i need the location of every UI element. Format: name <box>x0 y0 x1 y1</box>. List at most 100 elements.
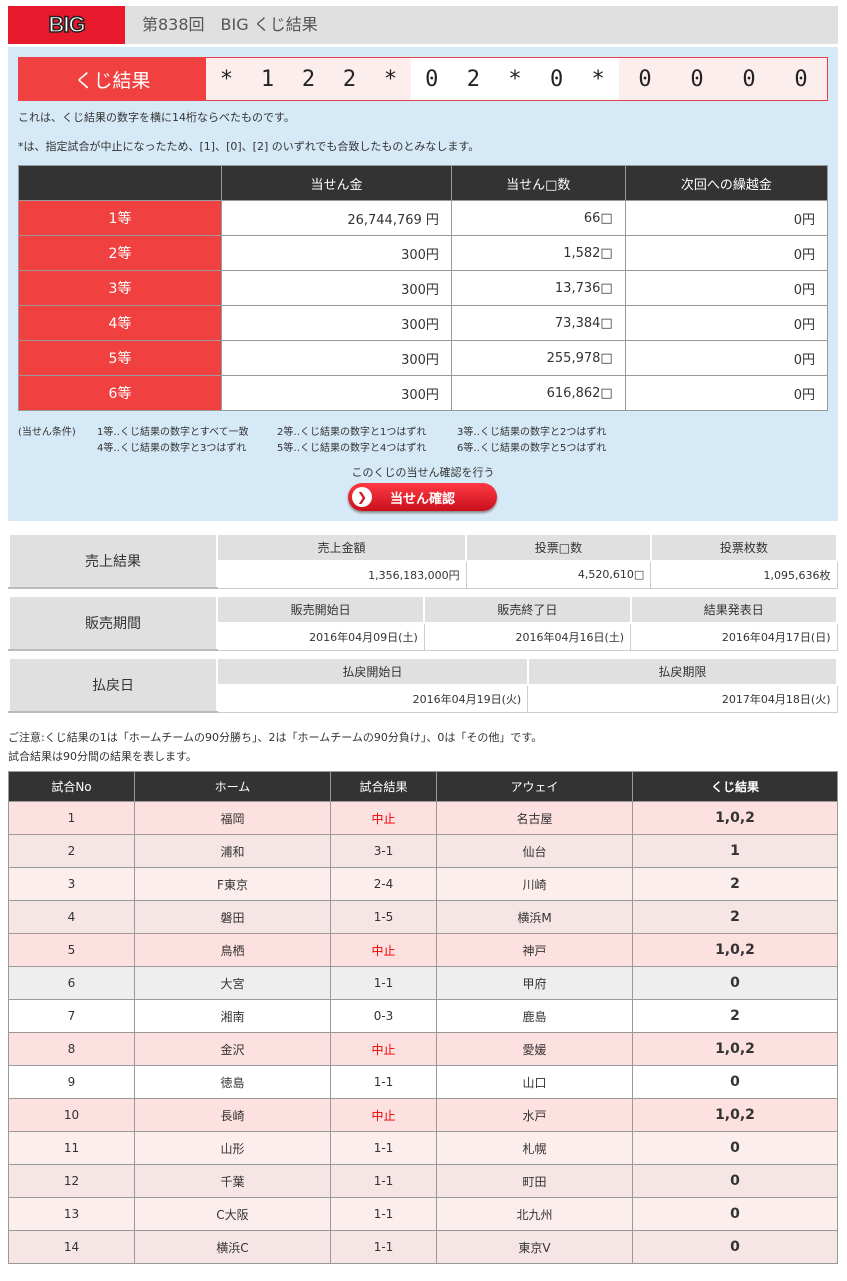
match-cell: 2 <box>8 834 135 868</box>
col-header: 次回への繰越金 <box>624 165 829 201</box>
page-title: 第838回 BIG くじ結果 <box>142 15 318 34</box>
match-cell: 愛媛 <box>436 1032 633 1066</box>
match-cell: 徳島 <box>134 1065 331 1099</box>
match-cell: 湘南 <box>134 999 331 1033</box>
value-cell: 2016年04月19日(火) <box>216 684 529 713</box>
match-row: 12 千葉 1-1 町田 0 <box>8 1164 838 1198</box>
prize-row: 3等 300円 13,736□ 0円 <box>18 270 829 306</box>
result-digit: 2 <box>342 66 357 92</box>
result-note: *は、指定試合が中止になったため、[1]、[0]、[2] のいずれでも合致したも… <box>18 140 480 153</box>
prize-rank: 6等 <box>18 375 222 411</box>
match-row: 10 長崎 中止 水戸 1,0,2 <box>8 1098 838 1132</box>
match-cell: 1,0,2 <box>632 801 838 835</box>
prize-value: 0円 <box>624 375 829 411</box>
condition: 3等‥くじ結果の数字と2つはずれ <box>457 427 607 438</box>
match-row: 5 鳥栖 中止 神戸 1,0,2 <box>8 933 838 967</box>
payout-table: 払戻日 払戻開始日 払戻期限 2016年04月19日(火) 2017年04月18日(火… <box>8 657 839 713</box>
value-cell: 1,356,183,000円 <box>216 560 467 589</box>
result-label: くじ結果 <box>19 58 206 100</box>
match-cell: 12 <box>8 1164 135 1198</box>
match-cell: 大宮 <box>134 966 331 1000</box>
match-cell: 山形 <box>134 1131 331 1165</box>
match-cell: 4 <box>8 900 135 934</box>
match-cell: 磐田 <box>134 900 331 934</box>
match-row: 8 金沢 中止 愛媛 1,0,2 <box>8 1032 838 1066</box>
match-cell: 金沢 <box>134 1032 331 1066</box>
result-digit: 0 <box>794 66 808 92</box>
result-note: これは、くじ結果の数字を横に14桁ならべたものです。 <box>18 111 295 124</box>
notice: ご注意:くじ結果の1は「ホームチームの90分勝ち」、2は「ホームチームの90分負… <box>8 731 543 744</box>
match-cell: 浦和 <box>134 834 331 868</box>
match-cell: 2 <box>632 900 838 934</box>
prize-value: 300円 <box>221 270 452 306</box>
col-header: アウェイ <box>436 771 633 802</box>
check-winning-button[interactable]: ❯ 当せん確認 <box>348 483 497 511</box>
match-row: 9 徳島 1-1 山口 0 <box>8 1065 838 1099</box>
prize-value: 1,582□ <box>450 235 626 271</box>
match-row: 3 F東京 2-4 川崎 2 <box>8 867 838 901</box>
prize-value: 66□ <box>450 200 626 236</box>
match-cell: 千葉 <box>134 1164 331 1198</box>
match-cell: 中止 <box>330 801 437 835</box>
result-digit: * <box>591 66 605 92</box>
match-row: 2 浦和 3-1 仙台 1 <box>8 834 838 868</box>
notice: 試合結果は90分間の結果を表します。 <box>8 750 197 763</box>
prize-table: 当せん金 当せん□数 次回への繰越金 1等 26,744,769 円 66□ 0円 2等 300… <box>18 165 829 411</box>
period-table: 販売期間 販売開始日 販売終了日 結果発表日 2016年04月09日(土) 2016年0… <box>8 595 839 651</box>
value-cell: 2017年04月18日(火) <box>527 684 838 713</box>
match-cell: 8 <box>8 1032 135 1066</box>
match-cell: 2 <box>632 867 838 901</box>
condition: 5等‥くじ結果の数字と4つはずれ <box>277 443 427 454</box>
match-cell: 横浜M <box>436 900 633 934</box>
match-cell: 1-5 <box>330 900 437 934</box>
match-cell: 0 <box>632 1197 838 1231</box>
digit-group: * 1 2 2 * <box>206 58 411 100</box>
digit-group: 0 2 * 0 * <box>411 58 619 100</box>
match-cell: 7 <box>8 999 135 1033</box>
prize-row: 2等 300円 1,582□ 0円 <box>18 235 829 271</box>
match-row: 6 大宮 1-1 甲府 0 <box>8 966 838 1000</box>
match-cell: 0 <box>632 966 838 1000</box>
match-cell: 鳥栖 <box>134 933 331 967</box>
prize-value: 616,862□ <box>450 375 626 411</box>
match-cell: 中止 <box>330 933 437 967</box>
match-cell: 0 <box>632 1065 838 1099</box>
match-cell: 1-1 <box>330 1164 437 1198</box>
match-cell: 0 <box>632 1164 838 1198</box>
result-digit: 0 <box>690 66 704 92</box>
col-header <box>18 165 222 201</box>
result-digit: 0 <box>549 66 564 92</box>
match-cell: 北九州 <box>436 1197 633 1231</box>
match-cell: 3 <box>8 867 135 901</box>
prize-rank: 5等 <box>18 340 222 376</box>
match-cell: 中止 <box>330 1032 437 1066</box>
result-digit: 2 <box>466 66 481 92</box>
prize-row: 1等 26,744,769 円 66□ 0円 <box>18 200 829 236</box>
match-table: 試合No ホーム 試合結果 アウェイ くじ結果 1 福岡 中止 名古屋 1,0,2 2 浦和… <box>8 771 838 1264</box>
match-cell: 1-1 <box>330 1131 437 1165</box>
match-row: 7 湘南 0-3 鹿島 2 <box>8 999 838 1033</box>
match-cell: 1,0,2 <box>632 1098 838 1132</box>
prize-value: 0円 <box>624 200 829 236</box>
result-digit: 0 <box>425 66 439 92</box>
match-cell: 中止 <box>330 1098 437 1132</box>
header-cell: 販売終了日 <box>423 595 632 624</box>
prize-value: 0円 <box>624 235 829 271</box>
header-cell: 販売開始日 <box>215 595 426 624</box>
match-cell: 東京V <box>436 1230 633 1264</box>
prize-row: 4等 300円 73,384□ 0円 <box>18 305 829 341</box>
match-row: 14 横浜C 1-1 東京V 0 <box>8 1230 838 1264</box>
col-header: 試合No <box>8 771 135 802</box>
prize-rank: 2等 <box>18 235 222 271</box>
match-cell: 0 <box>632 1131 838 1165</box>
value-cell: 4,520,610□ <box>465 560 652 589</box>
match-cell: 0 <box>632 1230 838 1264</box>
match-cell: 6 <box>8 966 135 1000</box>
match-cell: 1-1 <box>330 1230 437 1264</box>
prize-value: 73,384□ <box>450 305 626 341</box>
col-header: 試合結果 <box>330 771 437 802</box>
match-cell: 札幌 <box>436 1131 633 1165</box>
match-cell: 1-1 <box>330 1065 437 1099</box>
check-caption: このくじの当せん確認を行う <box>351 466 495 479</box>
